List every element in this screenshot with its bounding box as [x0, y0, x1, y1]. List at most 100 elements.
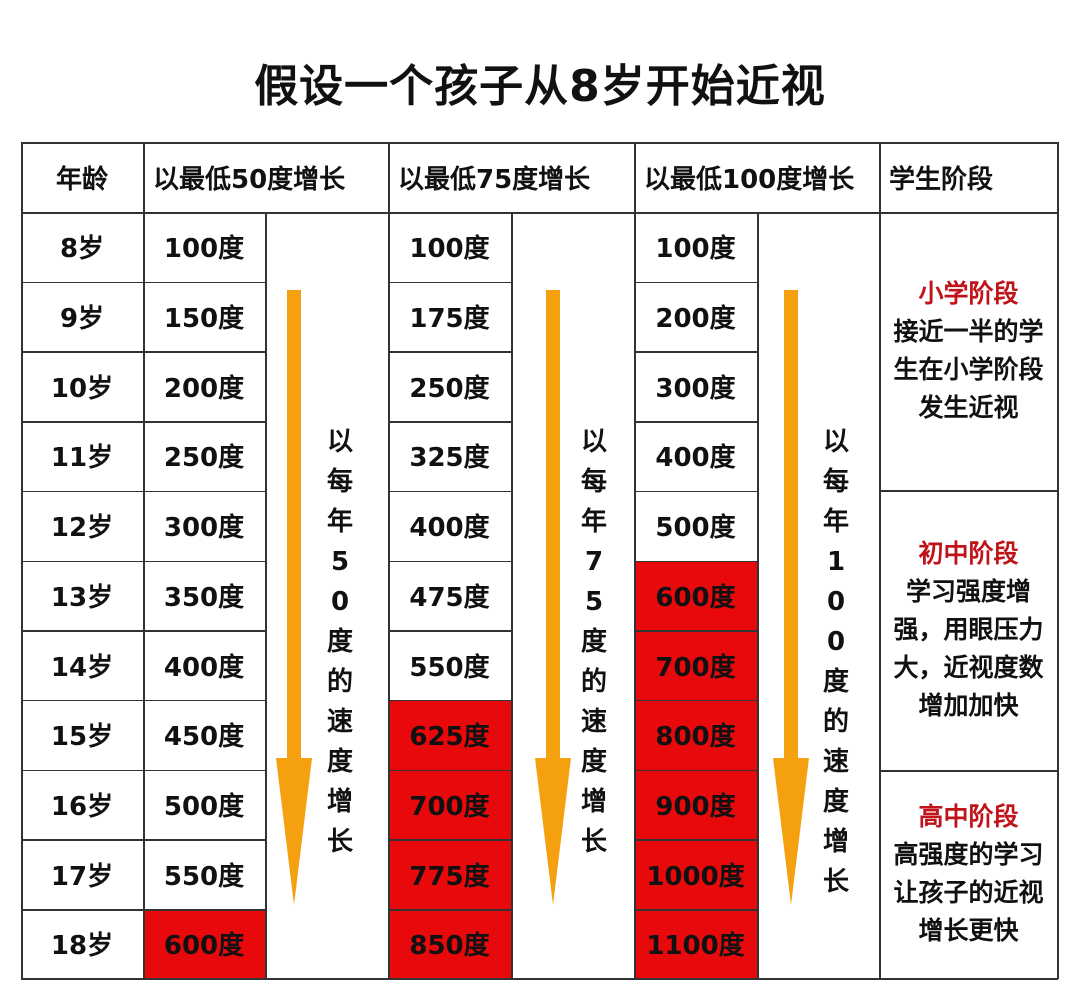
value-cell: 500度 — [163, 791, 245, 822]
value-cell: 400度 — [409, 513, 490, 544]
row-divider — [388, 351, 511, 353]
row-divider — [21, 909, 143, 911]
growth-rate-char: 以 — [822, 427, 849, 457]
row-divider — [634, 421, 757, 423]
growth-rate-char: 5 — [584, 587, 604, 617]
down-arrow-icon — [276, 290, 312, 905]
stage-description-line: 让孩子的近视 — [893, 878, 1044, 908]
row-divider — [21, 490, 143, 493]
value-cell: 250度 — [409, 373, 490, 404]
row-divider — [21, 351, 143, 353]
arrow-head — [276, 758, 312, 905]
stage-name: 高中阶段 — [918, 802, 1019, 832]
value-cell: 900度 — [634, 769, 757, 840]
row-divider — [21, 630, 143, 632]
column-divider — [634, 142, 636, 979]
stage-name: 小学阶段 — [918, 279, 1019, 308]
growth-rate-char: 年 — [580, 507, 607, 537]
value-cell: 175度 — [409, 304, 490, 335]
growth-rate-char: 0 — [330, 587, 350, 617]
value-cell: 400度 — [163, 652, 245, 683]
age-cell: 11岁 — [50, 443, 114, 474]
stage-description-line: 高强度的学习 — [893, 840, 1044, 870]
row-divider — [388, 630, 511, 632]
value-cell: 100度 — [655, 234, 736, 265]
column-divider — [757, 212, 759, 979]
age-cell: 15岁 — [50, 722, 114, 753]
growth-rate-char: 0 — [826, 627, 846, 657]
growth-rate-char: 度 — [822, 667, 849, 697]
down-arrow-icon — [773, 290, 809, 905]
stage-description-line: 发生近视 — [918, 393, 1019, 422]
growth-rate-char: 度 — [580, 627, 607, 657]
stage-description-line: 大，近视度数 — [893, 653, 1044, 682]
table-border-bottom — [21, 977, 1058, 980]
growth-rate-char: 速 — [580, 707, 607, 737]
row-divider — [143, 281, 265, 284]
row-divider — [143, 909, 265, 911]
row-divider — [21, 839, 143, 841]
value-cell: 150度 — [163, 304, 245, 335]
value-cell: 100度 — [409, 234, 490, 265]
stage-description-line: 增加加快 — [918, 691, 1019, 720]
row-divider — [143, 421, 265, 423]
value-cell: 475度 — [409, 582, 490, 613]
stage-cell: 初中阶段 学习强度增 强，用眼压力 大，近视度数 增加加快 — [879, 490, 1058, 770]
row-divider — [143, 351, 265, 353]
row-divider — [634, 560, 757, 562]
row-divider — [634, 769, 757, 772]
growth-rate-char: 增 — [326, 787, 353, 817]
stage-description-line: 接近一半的学 — [893, 317, 1044, 346]
row-divider — [143, 560, 265, 562]
growth-rate-char: 以 — [326, 427, 353, 457]
down-arrow-icon — [535, 290, 571, 905]
growth-rate-char: 长 — [822, 867, 849, 897]
growth-rate-char: 年 — [822, 507, 849, 537]
row-divider — [388, 281, 511, 284]
value-cell: 600度 — [143, 909, 265, 979]
growth-rate-char: 的 — [326, 667, 353, 697]
age-cell: 14岁 — [50, 652, 114, 683]
header-cell: 学生阶段 — [889, 164, 994, 195]
row-divider — [388, 560, 511, 562]
growth-rate-char: 度 — [580, 747, 607, 777]
growth-rate-char: 度 — [822, 787, 849, 817]
row-divider — [634, 630, 757, 632]
value-cell: 1100度 — [634, 909, 757, 979]
header-divider — [21, 212, 1058, 214]
value-cell: 850度 — [388, 909, 511, 979]
row-divider — [634, 351, 757, 353]
growth-rate-char: 7 — [584, 547, 604, 577]
growth-rate-char: 度 — [326, 627, 353, 657]
age-cell: 10岁 — [50, 373, 114, 404]
arrow-shaft — [784, 290, 798, 760]
header-cell: 以最低50度增长 — [153, 164, 346, 195]
value-cell: 200度 — [163, 373, 245, 404]
value-cell: 800度 — [634, 699, 757, 770]
value-cell: 700度 — [388, 769, 511, 840]
growth-rate-char: 速 — [822, 747, 849, 777]
table-border-right — [1057, 142, 1059, 979]
row-divider — [143, 490, 265, 493]
value-cell: 500度 — [655, 513, 736, 544]
row-divider — [21, 560, 143, 562]
value-cell: 350度 — [163, 582, 245, 613]
row-divider — [634, 281, 757, 284]
value-cell: 400度 — [655, 443, 736, 474]
age-cell: 9岁 — [59, 304, 105, 335]
row-divider — [143, 630, 265, 632]
growth-rate-char: 1 — [826, 547, 846, 577]
arrow-head — [535, 758, 571, 905]
arrow-shaft — [287, 290, 301, 760]
page-title: 假设一个孩子从8岁开始近视 — [254, 61, 826, 112]
column-divider — [388, 142, 390, 979]
row-divider — [143, 769, 265, 772]
growth-rate-char: 的 — [580, 667, 607, 697]
stage-cell: 高中阶段 高强度的学习 让孩子的近视 增长更快 — [879, 770, 1058, 979]
age-cell: 8岁 — [59, 234, 105, 265]
growth-rate-char: 长 — [326, 827, 353, 857]
value-cell: 325度 — [409, 443, 490, 474]
growth-rate-char: 度 — [326, 747, 353, 777]
